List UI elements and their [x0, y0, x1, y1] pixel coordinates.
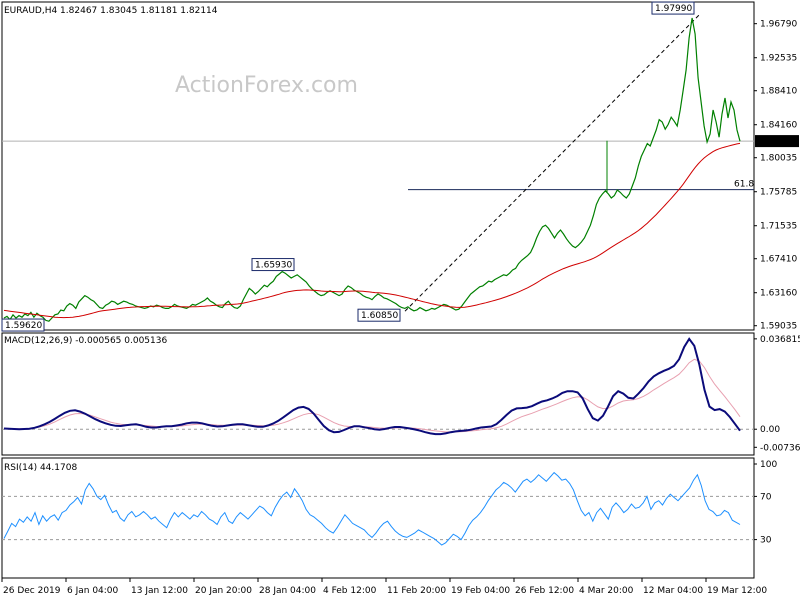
macd-signal-line [3, 358, 741, 433]
rsi-panel: 100 70 30 [1, 457, 777, 579]
x-tick-label: 6 Jan 04:00 [67, 586, 119, 596]
x-tick-label: 13 Jan 12:00 [131, 586, 188, 596]
x-axis: 26 Dec 2019 6 Jan 04:00 13 Jan 12:00 20 Jan… [1, 578, 767, 596]
fib-61-8-label: 61.8 [734, 180, 754, 190]
annotation-box [1, 318, 45, 332]
x-tick-label: 26 Dec 2019 [3, 586, 61, 596]
price-tick-label: 1.71535 [760, 222, 797, 232]
macd-line [3, 337, 741, 436]
rsi-tick-label: 100 [760, 460, 777, 470]
projection-dashed-line [404, 13, 701, 312]
macd-header: MACD(12,26,9) -0.000565 0.005136 [4, 336, 167, 346]
macd-tick-label: -0.007365 [760, 443, 800, 453]
x-tick-label: 4 Mar 20:00 [579, 586, 634, 596]
rsi-line [3, 471, 741, 546]
macd-panel-frame [1, 332, 755, 456]
x-tick-label: 11 Feb 20:00 [387, 586, 446, 596]
macd-tick-label: 0.036815 [760, 335, 800, 345]
price-series-line [3, 17, 741, 322]
watermark: ActionForex.com [175, 73, 358, 98]
annotation-box [251, 258, 295, 272]
price-tick-label: 1.59035 [760, 322, 797, 332]
rsi-tick-label: 30 [760, 536, 772, 546]
price-tick-label: 1.75785 [760, 188, 797, 198]
price-tick-label: 1.63160 [760, 289, 797, 299]
x-tick-label: 12 Mar 04:00 [643, 586, 703, 596]
annotation-label: 1.59620 [5, 321, 42, 331]
annotation-label: 1.60850 [361, 311, 398, 321]
current-price-box [755, 135, 799, 148]
price-tick-label: 1.96790 [760, 20, 797, 30]
sma-series-line [3, 142, 741, 319]
x-tick-label: 28 Jan 04:00 [259, 586, 316, 596]
annotation-box [357, 308, 401, 322]
price-tick-label: 1.88410 [760, 87, 797, 97]
rsi-header: RSI(14) 44.1708 [4, 463, 77, 473]
price-panel-frame [1, 1, 755, 331]
x-tick-label: 26 Feb 12:00 [515, 586, 574, 596]
current-price-label: 1.82114 [759, 137, 796, 147]
symbol-header: EURAUD,H4 1.82467 1.83045 1.81181 1.8211… [4, 6, 218, 16]
price-tick-label: 1.84160 [760, 121, 797, 131]
x-tick-label: 20 Jan 20:00 [195, 586, 252, 596]
annotation-label: 1.97990 [655, 4, 692, 14]
annotation-box [651, 1, 695, 15]
price-tick-label: 1.80035 [760, 154, 797, 164]
x-tick-label: 4 Feb 12:00 [323, 586, 377, 596]
x-tick-label: 19 Mar 12:00 [707, 586, 767, 596]
price-panel: 61.8 1.96790 1.92535 1.88410 1.84160 1.80035 1… [1, 1, 799, 332]
macd-tick-label: 0.00 [760, 425, 780, 435]
annotation-label: 1.65930 [255, 261, 292, 271]
price-tick-label: 1.92535 [760, 54, 797, 64]
price-tick-label: 1.67410 [760, 255, 797, 265]
rsi-panel-frame [1, 457, 755, 579]
macd-panel: 0.036815 0.00 -0.007365 [1, 332, 800, 456]
x-tick-label: 19 Feb 04:00 [451, 586, 510, 596]
rsi-tick-label: 70 [760, 492, 772, 502]
